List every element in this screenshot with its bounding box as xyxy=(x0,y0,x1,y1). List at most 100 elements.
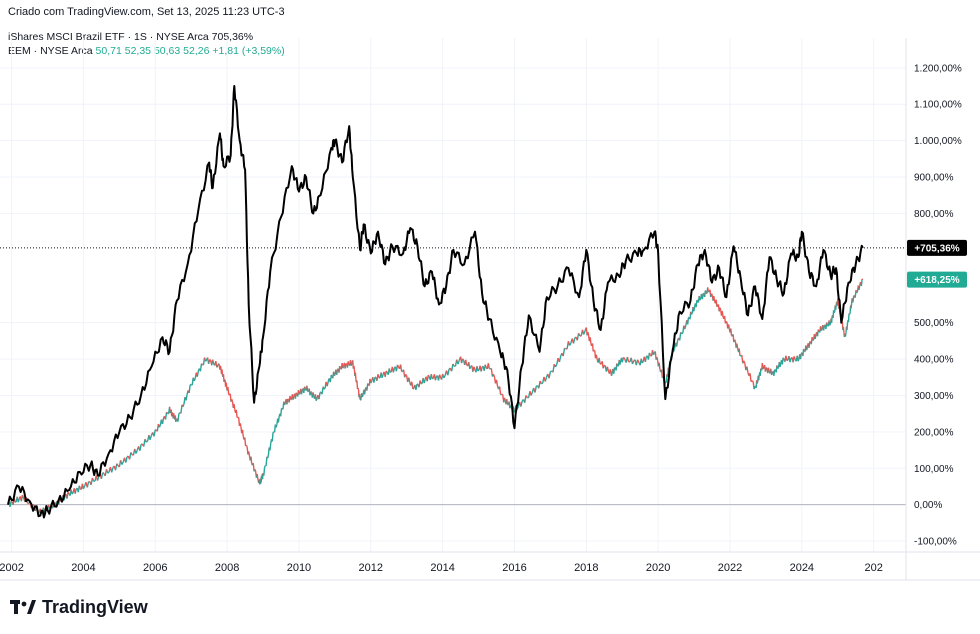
legend-ewz[interactable]: iShares MSCI Brazil ETF · 1S · NYSE Arca… xyxy=(8,30,285,44)
eem-segment xyxy=(616,363,619,367)
y-tick-label: 0,00% xyxy=(914,500,942,511)
eem-segment xyxy=(235,409,238,418)
eem-segment xyxy=(263,465,266,468)
eem-segment xyxy=(622,356,626,360)
eem-segment xyxy=(225,382,228,387)
eem-segment xyxy=(200,363,204,366)
eem-segment xyxy=(145,440,149,443)
eem-segment xyxy=(598,357,601,365)
eem-segment xyxy=(219,365,222,370)
eem-segment xyxy=(577,332,581,337)
eem-segment xyxy=(477,369,480,372)
eem-segment xyxy=(182,403,185,407)
eem-segment xyxy=(695,300,698,308)
x-tick-label: 2024 xyxy=(790,562,814,574)
legend-eem[interactable]: EEM · NYSE Arca 50,71 52,35 50,63 52,26 … xyxy=(8,44,285,58)
eem-segment xyxy=(154,428,157,431)
eem-segment xyxy=(392,368,396,373)
eem-segment xyxy=(116,463,119,466)
eem-segment xyxy=(318,392,321,400)
eem-segment xyxy=(193,377,196,382)
eem-segment xyxy=(719,307,722,311)
eem-segment xyxy=(652,351,656,356)
eem-segment xyxy=(121,461,124,465)
eem-segment xyxy=(432,377,434,380)
eem-segment xyxy=(280,408,283,417)
eem-segment xyxy=(267,454,270,459)
eem-segment xyxy=(289,395,292,400)
eem-segment xyxy=(785,355,788,361)
eem-segment xyxy=(687,317,690,325)
eem-segment xyxy=(408,377,411,383)
eem-segment xyxy=(102,472,105,475)
eem-segment xyxy=(306,385,309,392)
eem-segment xyxy=(450,363,454,372)
eem-segment xyxy=(619,360,622,365)
eem-segment xyxy=(342,366,345,369)
eem-segment xyxy=(384,370,387,378)
y-tick-label: 800,00% xyxy=(914,209,954,220)
eem-segment xyxy=(536,385,538,387)
eem-segment xyxy=(793,356,796,360)
eem-segment xyxy=(489,367,491,370)
eem-segment xyxy=(802,348,806,352)
eem-segment xyxy=(185,394,188,401)
eem-segment xyxy=(593,349,596,352)
chart-header: Criado com TradingView.com, Set 13, 2025… xyxy=(8,6,285,18)
last-value-badge-ewz xyxy=(907,239,967,256)
eem-segment xyxy=(67,491,70,495)
eem-segment xyxy=(221,369,224,376)
x-tick-label: 2010 xyxy=(287,562,311,574)
eem-segment xyxy=(675,339,679,347)
eem-segment xyxy=(693,306,696,312)
eem-segment xyxy=(269,443,272,451)
eem-segment xyxy=(107,471,110,474)
eem-segment xyxy=(679,332,682,341)
eem-segment xyxy=(312,392,315,397)
legend-ewz-name: iShares MSCI Brazil ETF · 1S · NYSE Arca xyxy=(8,31,209,43)
eem-segment xyxy=(275,424,278,428)
eem-segment xyxy=(292,396,295,400)
eem-segment xyxy=(125,456,128,463)
eem-segment xyxy=(743,360,746,365)
eem-segment xyxy=(696,299,699,302)
eem-segment xyxy=(568,342,572,346)
eem-segment xyxy=(231,399,234,402)
eem-segment xyxy=(233,404,236,410)
eem-segment xyxy=(715,299,718,307)
eem-segment xyxy=(631,360,635,365)
eem-segment xyxy=(721,311,724,318)
eem-segment xyxy=(74,488,77,494)
eem-segment xyxy=(358,394,361,400)
eem-segment xyxy=(736,343,739,349)
eem-segment xyxy=(684,324,687,330)
eem-segment xyxy=(298,393,301,395)
eem-segment xyxy=(487,363,490,369)
eem-segment xyxy=(610,372,613,376)
eem-segment xyxy=(661,376,664,379)
eem-segment xyxy=(701,294,704,300)
eem-segment xyxy=(164,411,168,420)
eem-segment xyxy=(438,374,442,378)
x-tick-label: 202 xyxy=(864,562,882,574)
eem-segment xyxy=(263,467,266,476)
eem-segment xyxy=(347,361,350,365)
eem-segment xyxy=(603,364,606,367)
eem-segment xyxy=(500,393,502,396)
eem-segment xyxy=(248,451,251,456)
tradingview-logo[interactable]: TradingView xyxy=(10,597,148,618)
eem-segment xyxy=(727,324,730,329)
eem-segment xyxy=(21,494,25,499)
eem-segment xyxy=(336,369,339,375)
eem-segment xyxy=(265,456,268,466)
x-tick-label: 2008 xyxy=(215,562,239,574)
eem-segment xyxy=(370,380,373,384)
eem-segment xyxy=(595,354,598,360)
x-tick-label: 2022 xyxy=(718,562,742,574)
eem-segment xyxy=(9,501,12,508)
eem-segment xyxy=(286,398,289,405)
eem-segment xyxy=(530,391,534,396)
eem-segment xyxy=(239,423,242,428)
eem-segment xyxy=(91,477,95,482)
